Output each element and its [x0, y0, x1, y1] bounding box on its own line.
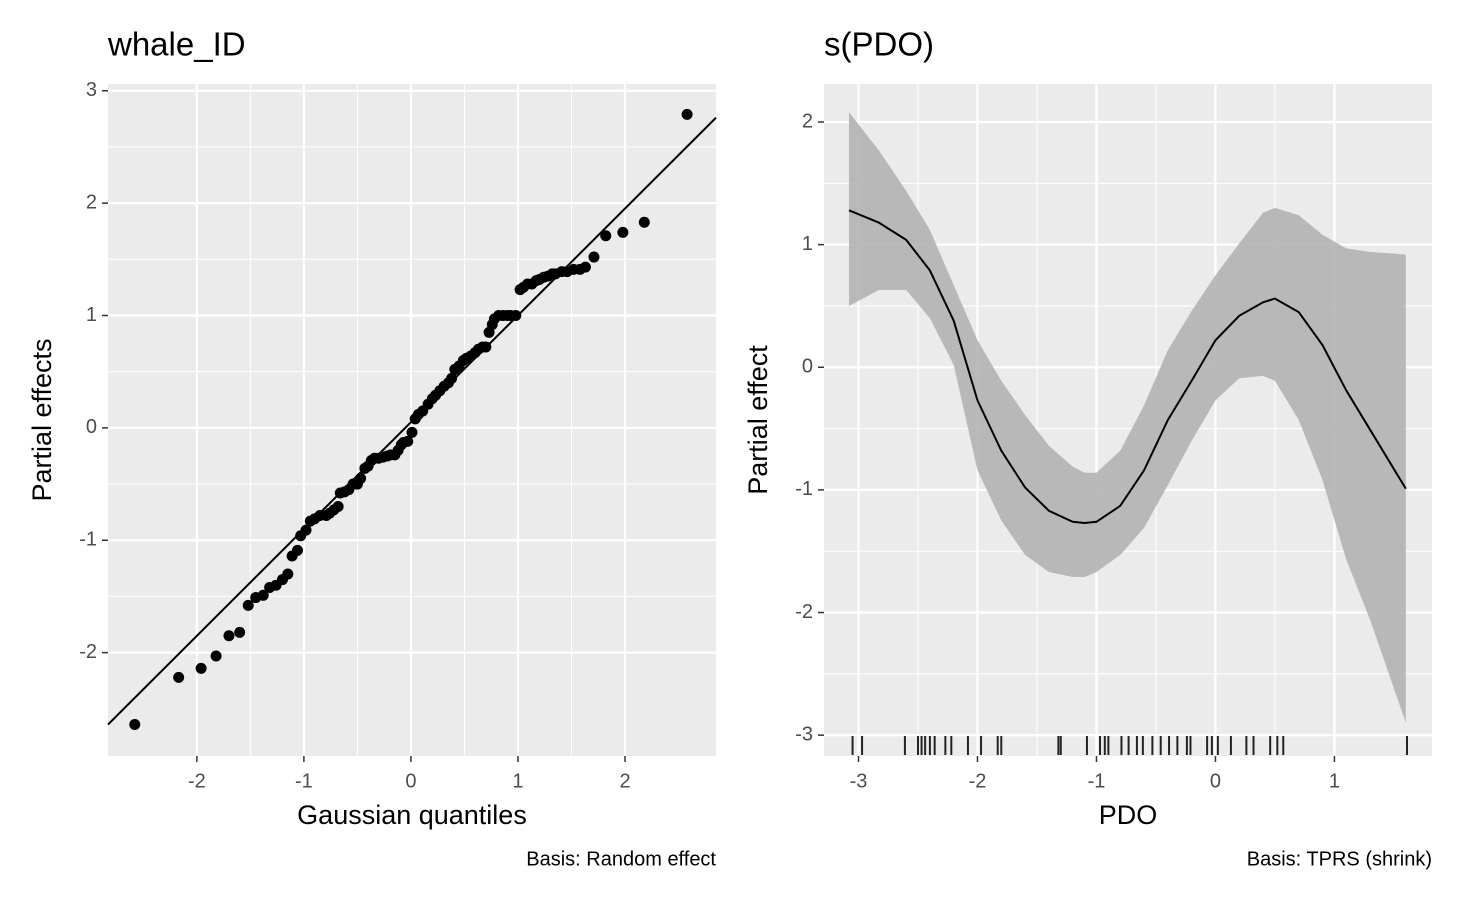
x-tick-label: -3	[850, 770, 868, 792]
point	[300, 524, 312, 536]
panel: -2 -1 0 1 2 -2 -1 0 1 2 3 whale_ID Gaussian quantile…	[27, 26, 717, 870]
point	[282, 568, 294, 580]
y-axis-title: Partial effects	[27, 338, 57, 501]
point	[681, 108, 693, 120]
point	[242, 599, 254, 611]
x-tick-label: 1	[512, 770, 523, 792]
y-axis-title: Partial effect	[743, 345, 773, 495]
point	[638, 216, 650, 228]
caption: Basis: Random effect	[526, 848, 716, 870]
point	[291, 544, 303, 556]
x-tick-label: -1	[1088, 770, 1106, 792]
point	[210, 650, 222, 662]
y-tick-label: -2	[79, 641, 97, 663]
y-tick-label: -3	[795, 723, 813, 745]
x-tick-label: 1	[1329, 770, 1340, 792]
panel: -3 -2 -1 0 1 -3 -2 -1 0 1 2 s(PDO) PDO Partial effect…	[743, 26, 1432, 870]
x-axis-title: Gaussian quantiles	[297, 800, 527, 830]
x-tick-label: -1	[295, 770, 313, 792]
panel-title: whale_ID	[107, 26, 246, 63]
x-tick-label: 0	[1210, 770, 1221, 792]
point	[617, 226, 629, 238]
y-tick-label: 2	[802, 110, 813, 132]
point	[223, 630, 235, 642]
point	[173, 671, 185, 683]
y-tick-label: 0	[802, 356, 813, 378]
y-tick-label: 1	[86, 304, 97, 326]
point	[510, 309, 522, 321]
point	[257, 589, 269, 601]
point	[402, 435, 414, 447]
y-tick-label: 2	[86, 191, 97, 213]
point	[588, 251, 600, 263]
point	[600, 230, 612, 242]
y-tick-label: 1	[802, 233, 813, 255]
point	[332, 501, 344, 513]
point	[234, 626, 246, 638]
y-tick-label: -2	[795, 601, 813, 623]
x-tick-label: 2	[619, 770, 630, 792]
y-tick-label: -1	[795, 478, 813, 500]
point	[355, 472, 367, 484]
point	[480, 341, 492, 353]
point	[446, 372, 458, 384]
y-tick-label: -1	[79, 529, 97, 551]
confidence-band	[848, 112, 1406, 723]
panel-title: s(PDO)	[824, 26, 934, 63]
y-tick-label: 3	[86, 79, 97, 101]
point	[195, 662, 207, 674]
point	[129, 719, 141, 731]
x-tick-label: -2	[969, 770, 987, 792]
fit-line	[848, 209, 1407, 525]
point	[406, 426, 418, 438]
y-tick-label: 0	[86, 416, 97, 438]
caption: Basis: TPRS (shrink)	[1247, 848, 1432, 870]
x-tick-label: -2	[188, 770, 206, 792]
point	[579, 261, 591, 273]
x-tick-label: 0	[405, 770, 416, 792]
x-axis-title: PDO	[1099, 800, 1158, 830]
